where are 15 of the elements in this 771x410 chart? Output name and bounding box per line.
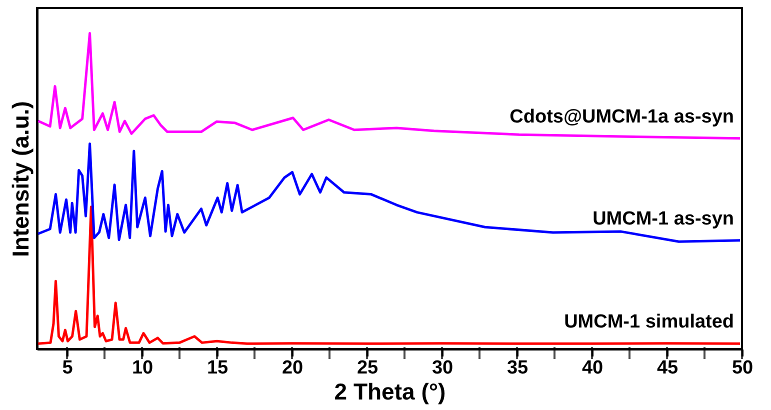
x-tick-label: 40	[582, 358, 604, 378]
x-tick-label: 50	[732, 358, 754, 378]
x-tick-label: 30	[432, 358, 454, 378]
x-axis-title: 2 Theta (°)	[334, 378, 446, 404]
x-tick-label: 10	[132, 358, 154, 378]
x-tick-label: 25	[356, 358, 378, 378]
series-label: Cdots@UMCM-1a as-syn	[510, 106, 734, 128]
series-label: UMCM-1 as-syn	[592, 208, 734, 230]
x-tick-label: 45	[656, 358, 678, 378]
x-tick-label: 5	[62, 358, 74, 378]
x-tick-label: 20	[282, 358, 304, 378]
x-tick-label: 15	[206, 358, 228, 378]
y-axis-title: Intensity (a.u.)	[8, 101, 34, 257]
x-tick-label: 35	[506, 358, 528, 378]
series-label: UMCM-1 simulated	[564, 312, 734, 333]
